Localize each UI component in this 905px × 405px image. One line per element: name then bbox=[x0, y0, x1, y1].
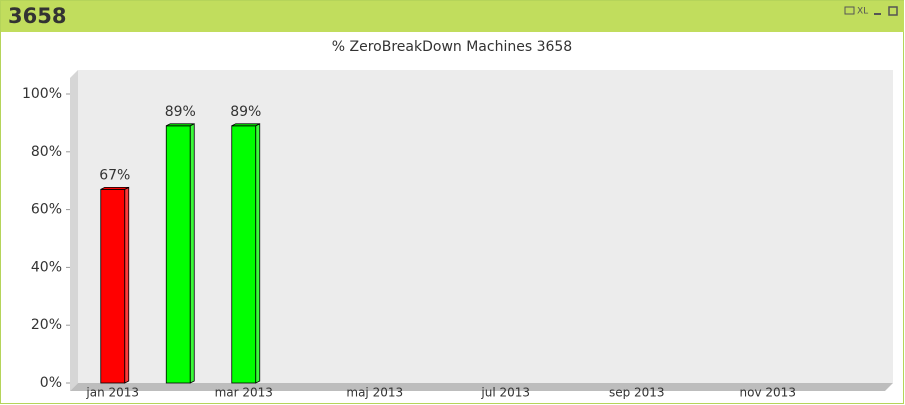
y-tick-label: 100% bbox=[22, 86, 62, 102]
bar-top bbox=[166, 123, 195, 127]
bar bbox=[165, 125, 191, 384]
value-label: 67% bbox=[99, 167, 130, 183]
x-tick-label: nov 2013 bbox=[740, 386, 796, 400]
x-tick-label: jan 2013 bbox=[85, 386, 139, 400]
y-tick-label: 60% bbox=[31, 202, 62, 218]
bar-top bbox=[231, 123, 260, 127]
value-label: 89% bbox=[230, 104, 261, 120]
floor bbox=[70, 383, 893, 391]
export-icon[interactable]: XL bbox=[857, 7, 868, 17]
bar-top bbox=[100, 186, 129, 190]
bar-side bbox=[189, 123, 195, 384]
x-tick-label: mar 2013 bbox=[215, 386, 273, 400]
y-tick-label: 40% bbox=[31, 259, 62, 275]
bar-side bbox=[255, 123, 261, 384]
y-tick-label: 20% bbox=[31, 317, 62, 333]
minimize-icon[interactable] bbox=[874, 13, 881, 15]
axis-wall bbox=[70, 70, 78, 391]
x-tick-label: jul 2013 bbox=[480, 386, 530, 400]
print-icon[interactable] bbox=[844, 6, 855, 15]
bar-side bbox=[124, 186, 130, 384]
maximize-icon[interactable] bbox=[888, 6, 898, 16]
caption-title: 3658 bbox=[8, 4, 66, 28]
value-label: 89% bbox=[165, 104, 196, 120]
caption-bar bbox=[1, 1, 904, 32]
y-tick-label: 0% bbox=[40, 375, 62, 391]
x-tick-label: sep 2013 bbox=[609, 386, 665, 400]
bar bbox=[100, 188, 126, 384]
chart-title: % ZeroBreakDown Machines 3658 bbox=[332, 39, 572, 55]
bar bbox=[231, 125, 257, 384]
y-tick-label: 80% bbox=[31, 144, 62, 160]
plot-area bbox=[78, 70, 893, 383]
x-tick-label: maj 2013 bbox=[346, 386, 403, 400]
